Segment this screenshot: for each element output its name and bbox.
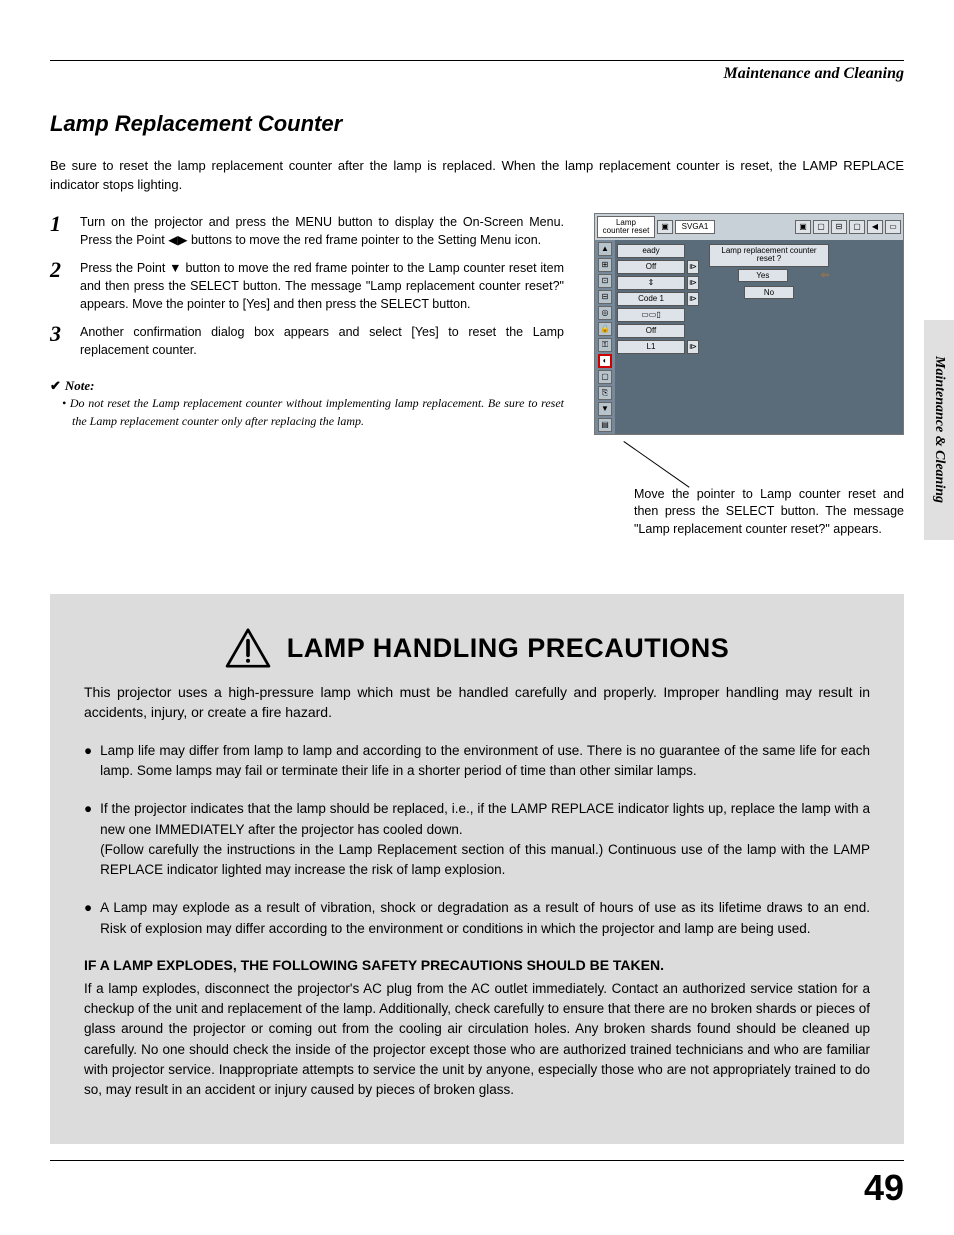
warning-triangle-icon: [225, 628, 271, 668]
step-1: 1 Turn on the projector and press the ME…: [50, 213, 564, 249]
osd-dialog: Lamp replacement counter reset ? Yes ⇦ N…: [709, 244, 829, 356]
icon: ▭: [885, 220, 901, 234]
side-tab-label: Maintenance & Cleaning: [931, 356, 947, 503]
note-block: Note: Do not reset the Lamp replacement …: [50, 378, 564, 430]
arrow-icon: ⧐: [687, 276, 699, 290]
step-3: 3 Another confirmation dialog box appear…: [50, 323, 564, 359]
item-icon: ⎘: [598, 386, 612, 400]
side-tab: Maintenance & Cleaning: [924, 320, 954, 540]
osd-cell: Code 1: [617, 292, 685, 306]
step-text: Turn on the projector and press the MENU…: [80, 213, 564, 249]
pointer-icon: ⇦: [821, 270, 829, 281]
page-title: Lamp Replacement Counter: [50, 111, 904, 137]
step-text: Press the Point ▼ button to move the red…: [80, 259, 564, 313]
menu-icon: ▣: [657, 220, 673, 234]
step-number: 2: [50, 259, 68, 313]
osd-list: eady Off⧐ ⇕⧐ Code 1⧐ ▭▭▯ Off L1⧐ Lamp re…: [615, 240, 903, 434]
item-icon: ⊞: [598, 258, 612, 272]
step-2: 2 Press the Point ▼ button to move the r…: [50, 259, 564, 313]
item-icon: ⚿: [598, 338, 612, 352]
dialog-yes: Yes: [738, 269, 788, 282]
precaution-bullet: ●A Lamp may explode as a result of vibra…: [84, 898, 870, 939]
bullet-icon: ●: [84, 799, 92, 880]
precautions-title: LAMP HANDLING PRECAUTIONS: [287, 633, 730, 664]
item-icon: 🔒: [598, 322, 612, 336]
precaution-bullet: ●Lamp life may differ from lamp to lamp …: [84, 741, 870, 782]
up-icon: ▲: [598, 242, 612, 256]
step-text: Another confirmation dialog box appears …: [80, 323, 564, 359]
precautions-intro: This projector uses a high-pressure lamp…: [84, 682, 870, 723]
osd-cell: Off: [617, 324, 685, 338]
icon: ⊟: [831, 220, 847, 234]
down-icon: ▼: [598, 402, 612, 416]
dialog-title: Lamp replacement counter reset ?: [709, 244, 829, 268]
osd-cell: ⇕: [617, 276, 685, 290]
precautions-subhead: IF A LAMP EXPLODES, THE FOLLOWING SAFETY…: [84, 957, 870, 973]
arrow-icon: ⧐: [687, 260, 699, 274]
bullet-text: A Lamp may explode as a result of vibrat…: [100, 898, 870, 939]
icon: ▢: [813, 220, 829, 234]
selected-item-icon: ◐: [598, 354, 612, 368]
precaution-bullet: ●If the projector indicates that the lam…: [84, 799, 870, 880]
caption-leader-line: [623, 441, 689, 488]
step-number: 3: [50, 323, 68, 359]
precautions-body: If a lamp explodes, disconnect the proje…: [84, 979, 870, 1101]
arrow-icon: ⧐: [687, 292, 699, 306]
dialog-no: No: [744, 286, 794, 299]
osd-caption: Move the pointer to Lamp counter reset a…: [594, 485, 904, 539]
osd-cell: ▭▭▯: [617, 308, 685, 322]
note-body: Do not reset the Lamp replacement counte…: [50, 394, 564, 430]
osd-top-bar: Lamp counter reset ▣ SVGA1 ▣ ▢ ⊟ ▢ ◀ ▭: [595, 214, 903, 240]
bullet-icon: ●: [84, 741, 92, 782]
header-section: Maintenance and Cleaning: [50, 65, 904, 83]
item-icon: ⊡: [598, 274, 612, 288]
osd-top-label: Lamp counter reset: [597, 216, 655, 238]
bullet-text: Lamp life may differ from lamp to lamp a…: [100, 741, 870, 782]
item-icon: ▤: [598, 418, 612, 432]
item-icon: ◎: [598, 306, 612, 320]
footer-rule: [50, 1160, 904, 1161]
bullet-text: If the projector indicates that the lamp…: [100, 799, 870, 880]
osd-mode: SVGA1: [675, 220, 715, 234]
steps-column: 1 Turn on the projector and press the ME…: [50, 213, 564, 539]
header-rule: [50, 60, 904, 61]
note-heading: Note:: [50, 378, 564, 394]
arrow-icon: ⧐: [687, 340, 699, 354]
step-number: 1: [50, 213, 68, 249]
osd-cell: Off: [617, 260, 685, 274]
caption-text: Move the pointer to Lamp counter reset a…: [634, 487, 904, 536]
item-icon: ▢: [598, 370, 612, 384]
osd-cell: eady: [617, 244, 685, 258]
osd-sidebar: ▲ ⊞ ⊡ ⊟ ◎ 🔒 ⚿ ◐ ▢ ⎘ ▼ ▤: [595, 240, 615, 434]
osd-cell: L1: [617, 340, 685, 354]
item-icon: ⊟: [598, 290, 612, 304]
icon: ◀: [867, 220, 883, 234]
osd-column: Lamp counter reset ▣ SVGA1 ▣ ▢ ⊟ ▢ ◀ ▭ ▲…: [594, 213, 904, 539]
icon: ▣: [795, 220, 811, 234]
bullet-icon: ●: [84, 898, 92, 939]
intro-text: Be sure to reset the lamp replacement co…: [50, 157, 904, 195]
icon: ▢: [849, 220, 865, 234]
page-number: 49: [864, 1167, 904, 1209]
osd-screenshot: Lamp counter reset ▣ SVGA1 ▣ ▢ ⊟ ▢ ◀ ▭ ▲…: [594, 213, 904, 435]
precautions-box: LAMP HANDLING PRECAUTIONS This projector…: [50, 594, 904, 1144]
